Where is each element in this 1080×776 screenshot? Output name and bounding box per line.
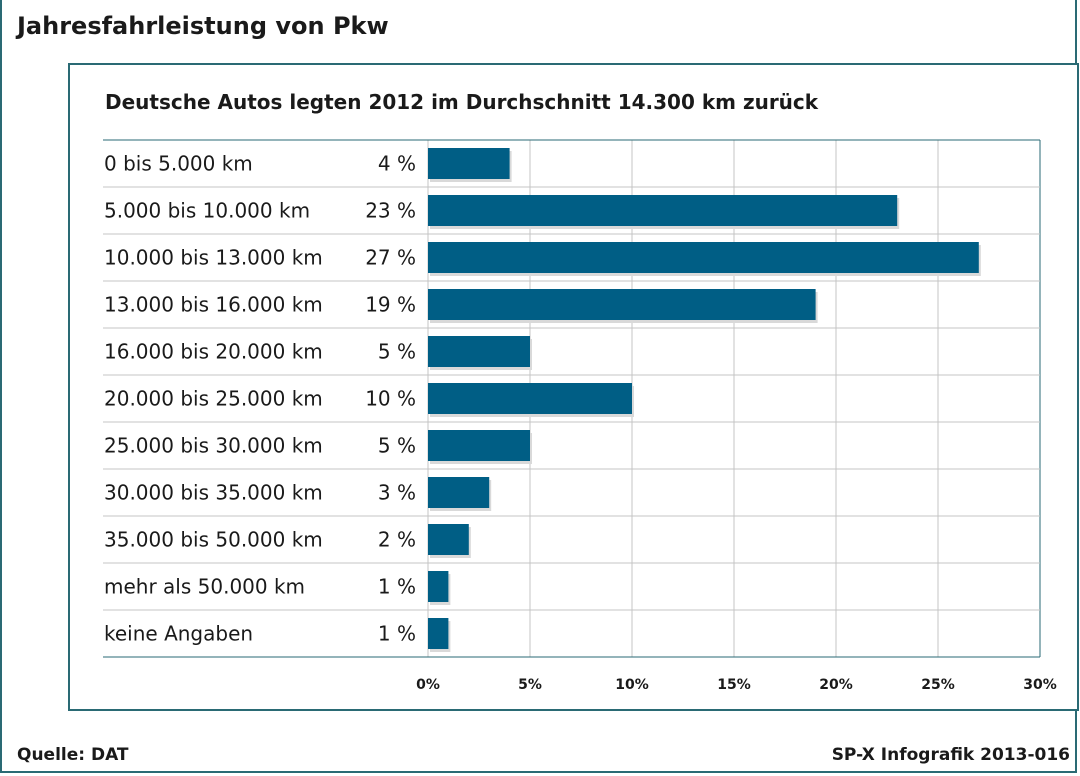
category-label: 13.000 bis 16.000 km (104, 293, 323, 317)
x-tick-label: 10% (615, 677, 649, 693)
bar-2 (428, 242, 979, 273)
credit-label: SP-X Infografik 2013-016 (831, 745, 1070, 765)
page-title: Jahresfahrleistung von Pkw (17, 12, 389, 40)
bar-1 (428, 195, 898, 226)
category-label: 30.000 bis 35.000 km (104, 481, 323, 505)
x-tick-label: 20% (819, 677, 853, 693)
bar-5 (428, 383, 632, 414)
source-label: Quelle: DAT (17, 745, 129, 765)
category-label: 16.000 bis 20.000 km (104, 340, 323, 364)
value-label: 10 % (365, 387, 416, 411)
x-tick-label: 25% (921, 677, 955, 693)
category-label: 35.000 bis 50.000 km (104, 528, 323, 552)
x-tick-label: 5% (518, 677, 542, 693)
category-label: 0 bis 5.000 km (104, 152, 253, 176)
chart-title: Deutsche Autos legten 2012 im Durchschni… (105, 90, 819, 114)
category-label: 5.000 bis 10.000 km (104, 199, 310, 223)
value-label: 2 % (378, 528, 416, 552)
bar-6 (428, 430, 530, 461)
bar-4 (428, 336, 530, 367)
value-label: 3 % (378, 481, 416, 505)
value-label: 4 % (378, 152, 416, 176)
category-label: 25.000 bis 30.000 km (104, 434, 323, 458)
bar-8 (428, 524, 469, 555)
bar-10 (428, 618, 449, 649)
value-label: 23 % (365, 199, 416, 223)
category-label: keine Angaben (104, 622, 253, 646)
bar-9 (428, 571, 449, 602)
bar-7 (428, 477, 490, 508)
category-label: mehr als 50.000 km (104, 575, 305, 599)
value-label: 27 % (365, 246, 416, 270)
value-label: 5 % (378, 340, 416, 364)
x-tick-label: 0% (416, 677, 440, 693)
value-label: 19 % (365, 293, 416, 317)
x-tick-label: 30% (1023, 677, 1057, 693)
bar-0 (428, 148, 510, 179)
value-label: 1 % (378, 622, 416, 646)
bar-3 (428, 289, 816, 320)
value-label: 5 % (378, 434, 416, 458)
category-label: 20.000 bis 25.000 km (104, 387, 323, 411)
category-label: 10.000 bis 13.000 km (104, 246, 323, 270)
x-tick-label: 15% (717, 677, 751, 693)
value-label: 1 % (378, 575, 416, 599)
